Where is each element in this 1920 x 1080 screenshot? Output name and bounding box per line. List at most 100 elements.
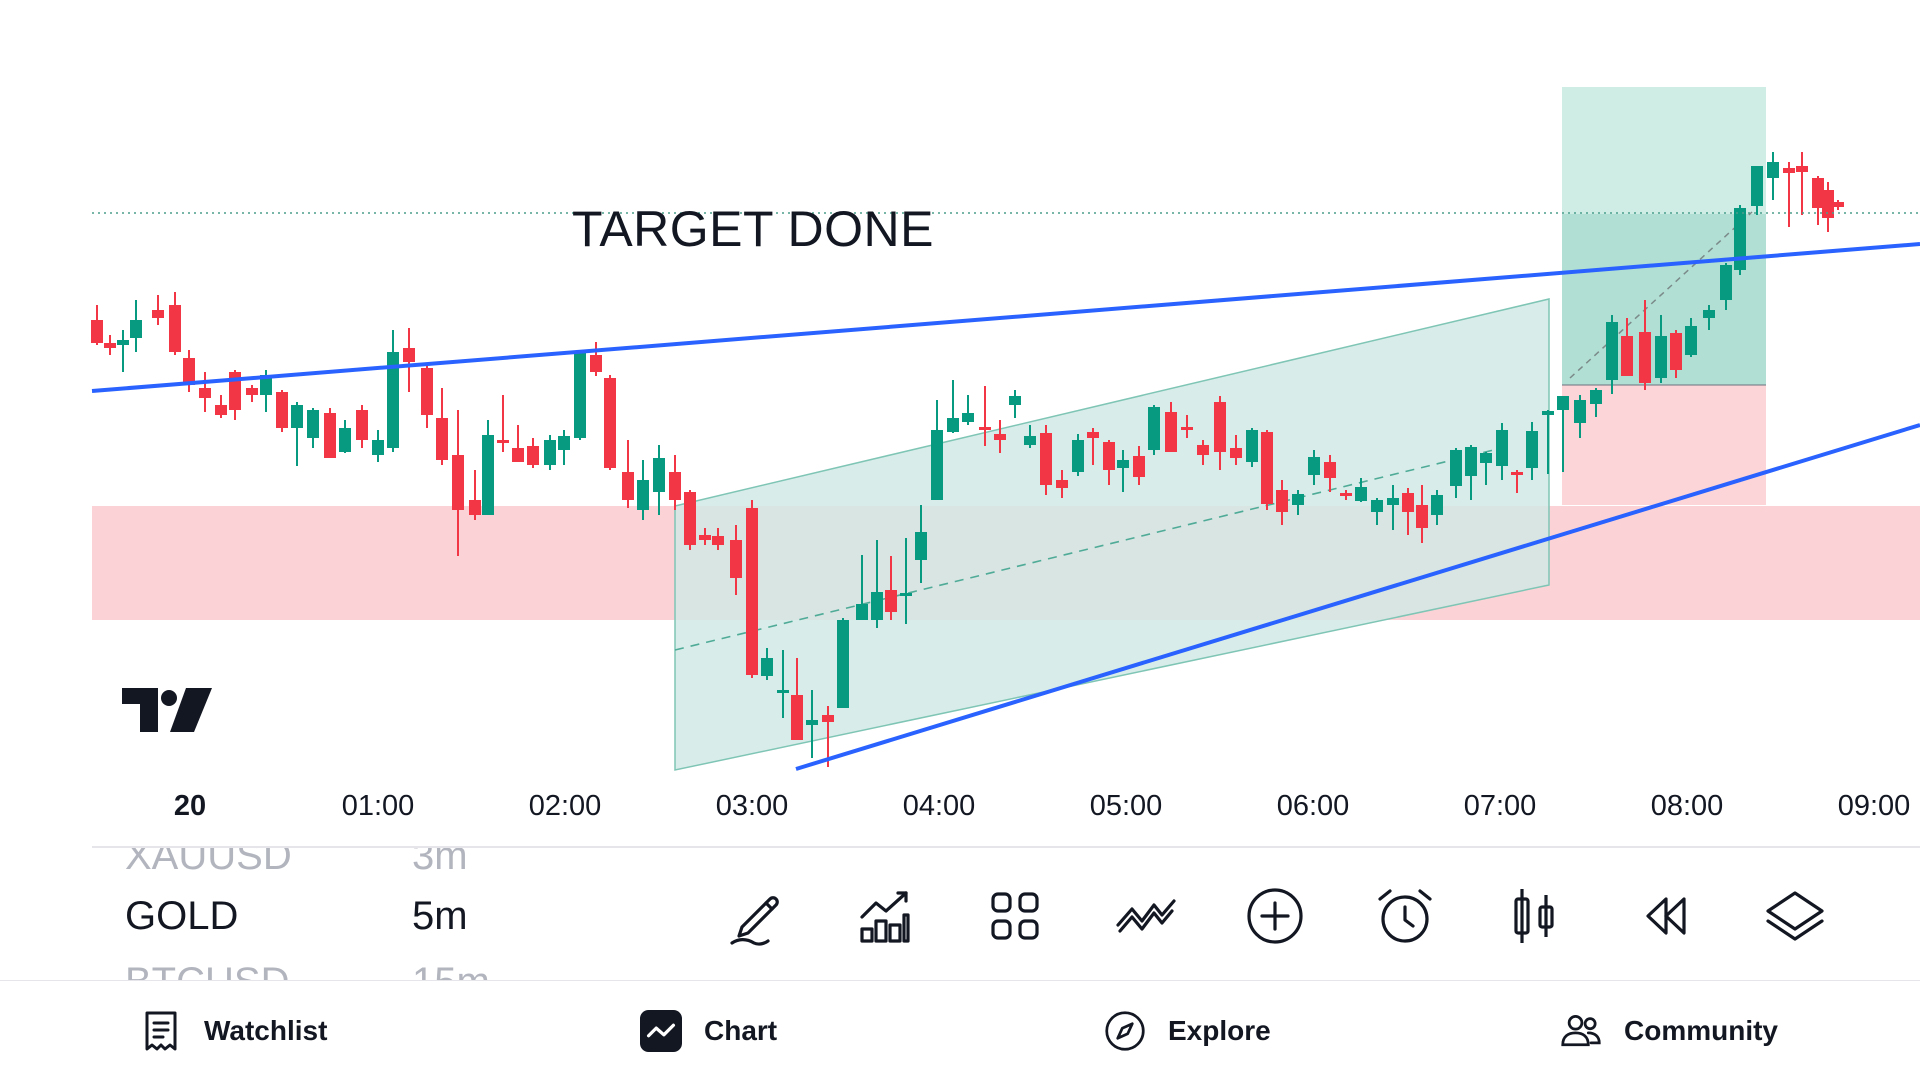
add-button[interactable] xyxy=(1239,880,1311,952)
candle-body xyxy=(622,472,634,500)
add-icon xyxy=(1247,888,1303,944)
chart-type-button[interactable] xyxy=(1499,880,1571,952)
candlestick xyxy=(1165,402,1177,452)
candle-body xyxy=(1246,430,1258,462)
nav-explore[interactable]: Explore xyxy=(1104,981,1271,1080)
indicators-button[interactable] xyxy=(849,880,921,952)
candlestick xyxy=(1796,152,1808,215)
candlestick xyxy=(512,425,524,462)
time-axis-label: 04:00 xyxy=(902,790,976,822)
candle-body xyxy=(558,436,570,450)
candle-body xyxy=(291,405,303,428)
time-axis-label: 02:00 xyxy=(528,790,602,822)
candle-body xyxy=(1431,495,1443,515)
candlestick xyxy=(1767,152,1779,200)
nav-watchlist[interactable]: Watchlist xyxy=(140,981,327,1080)
candlestick xyxy=(604,375,616,470)
candlestick xyxy=(1574,395,1586,438)
candle-body xyxy=(1276,490,1288,512)
candlestick xyxy=(356,405,368,448)
candlestick xyxy=(1087,428,1099,465)
candle-body xyxy=(1103,442,1115,470)
nav-chart[interactable]: Chart xyxy=(640,981,777,1080)
candlestick xyxy=(1371,498,1383,525)
symbol-picker[interactable]: XAUUSD 3m GOLD 5m BTCUSD 15m xyxy=(0,848,560,980)
candlestick xyxy=(822,706,834,767)
candle-body xyxy=(1574,400,1586,423)
time-axis-label: 08:00 xyxy=(1650,790,1724,822)
candlestick xyxy=(339,420,351,453)
candle-body xyxy=(653,458,665,492)
candle-body xyxy=(684,492,696,545)
candlestick xyxy=(1685,318,1697,357)
candle-body xyxy=(1181,427,1193,430)
timeframe: 3m xyxy=(412,848,468,878)
candle-body xyxy=(527,446,539,465)
candle-body xyxy=(1606,322,1618,380)
candles-icon xyxy=(1514,889,1554,943)
candlestick xyxy=(1009,390,1021,418)
candlestick xyxy=(497,395,509,452)
candlestick xyxy=(1450,448,1462,498)
candle-body xyxy=(1087,432,1099,438)
candlestick xyxy=(1480,452,1492,485)
drawing-tool-button[interactable] xyxy=(719,880,791,952)
patterns-icon xyxy=(1116,899,1176,933)
candlestick xyxy=(1197,440,1209,465)
layout-button[interactable] xyxy=(979,880,1051,952)
candlestick xyxy=(947,380,959,433)
candlestick xyxy=(104,335,116,355)
candle-body xyxy=(1072,440,1084,472)
candlestick xyxy=(1024,425,1036,448)
candlestick xyxy=(915,505,927,583)
candlestick xyxy=(130,300,142,352)
candlestick xyxy=(1542,410,1554,474)
candlestick xyxy=(1340,490,1352,500)
price-chart[interactable] xyxy=(0,0,1920,848)
candlestick xyxy=(1703,305,1715,330)
candle-body xyxy=(1133,456,1145,477)
candle-body xyxy=(1670,333,1682,370)
candle-body xyxy=(1324,462,1336,478)
candlestick xyxy=(1416,485,1428,543)
candle-body xyxy=(1751,166,1763,206)
candlestick xyxy=(1496,423,1508,480)
candlestick xyxy=(291,402,303,466)
time-axis-label: 03:00 xyxy=(715,790,789,822)
chart-area[interactable]: TARGET DONE xyxy=(0,0,1920,848)
candlestick xyxy=(1812,176,1824,225)
candle-body xyxy=(837,620,849,708)
candlestick xyxy=(1734,205,1746,275)
candle-body xyxy=(1720,265,1732,300)
candle-body xyxy=(777,690,789,693)
patterns-button[interactable] xyxy=(1109,880,1181,952)
indicators-icon xyxy=(860,891,910,943)
candle-body xyxy=(1639,332,1651,383)
candle-body xyxy=(1416,505,1428,528)
candle-body xyxy=(324,413,336,458)
timeframe: 15m xyxy=(412,960,490,980)
nav-explore-label: Explore xyxy=(1168,1014,1271,1046)
candle-body xyxy=(1812,178,1824,208)
candle-body xyxy=(1557,396,1569,410)
candlestick xyxy=(1324,455,1336,492)
replay-button[interactable] xyxy=(1629,880,1701,952)
layers-button[interactable] xyxy=(1759,880,1831,952)
candlestick xyxy=(699,528,711,545)
candlestick xyxy=(1526,422,1538,480)
candle-body xyxy=(183,358,195,385)
nav-community[interactable]: Community xyxy=(1560,981,1778,1080)
candlestick xyxy=(1276,480,1288,525)
candlestick xyxy=(1148,405,1160,455)
time-axis-divider xyxy=(92,846,1920,848)
candle-body xyxy=(856,604,868,620)
nav-watchlist-label: Watchlist xyxy=(204,1014,328,1046)
candlestick xyxy=(1072,434,1084,476)
candle-body xyxy=(356,410,368,440)
candlestick xyxy=(1133,446,1145,485)
candle-body xyxy=(130,320,142,338)
candle-body xyxy=(1056,480,1068,488)
candlestick xyxy=(1355,478,1367,502)
symbol-name: XAUUSD xyxy=(125,848,292,878)
alert-button[interactable] xyxy=(1369,880,1441,952)
